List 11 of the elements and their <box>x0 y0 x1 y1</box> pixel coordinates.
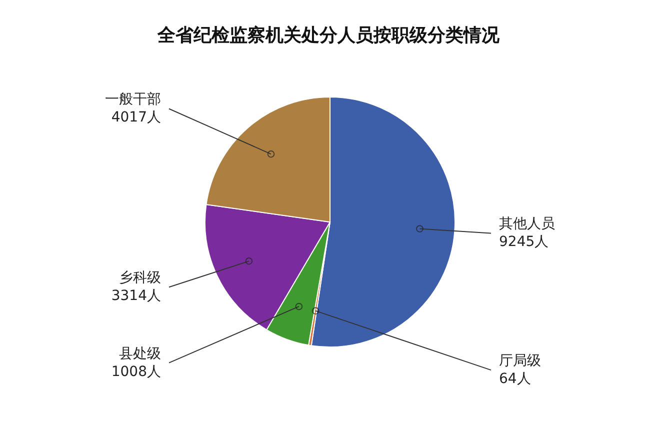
data-label: 9245人 <box>499 234 549 250</box>
data-label: 64人 <box>499 371 531 388</box>
data-label: 3314人 <box>111 288 161 304</box>
slice-label: 厅局级 <box>499 353 541 370</box>
data-label: 4017人 <box>111 110 161 126</box>
slice-label: 一般干部 <box>105 92 161 108</box>
slice-label: 其他人员 <box>499 216 555 232</box>
slice-label: 乡科级 <box>119 270 161 286</box>
chart-title: 全省纪检监察机关处分人员按职级分类情况 <box>156 25 500 46</box>
slice-label: 县处级 <box>119 346 161 362</box>
data-label: 1008人 <box>111 364 161 380</box>
